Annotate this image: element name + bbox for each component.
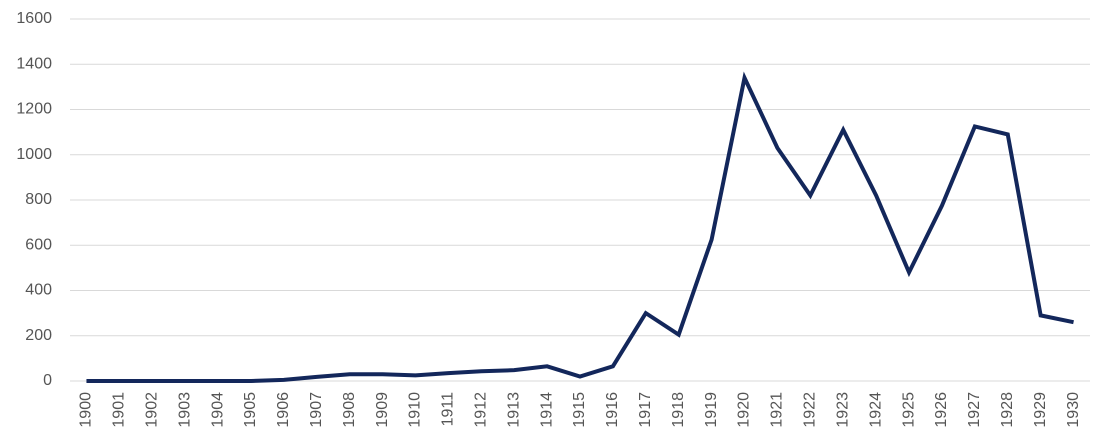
x-tick-label: 1917 [637,392,654,428]
x-tick-label: 1913 [505,392,522,428]
x-tick-label: 1930 [1065,392,1082,428]
y-tick-label: 1400 [16,55,52,72]
x-tick-label: 1925 [900,392,917,428]
y-tick-label: 600 [25,236,52,253]
x-tick-label: 1900 [78,392,95,428]
x-tick-label: 1909 [374,392,391,428]
x-tick-label: 1915 [571,392,588,428]
x-tick-label: 1905 [242,392,259,428]
x-tick-label: 1926 [933,392,950,428]
y-tick-label: 400 [25,282,52,299]
x-tick-label: 1920 [736,392,753,428]
x-tick-label: 1927 [966,392,983,428]
x-tick-label: 1908 [341,392,358,428]
y-tick-label: 1600 [16,10,52,27]
x-tick-label: 1928 [999,392,1016,428]
x-tick-label: 1923 [834,392,851,428]
x-tick-label: 1924 [867,392,884,428]
y-tick-label: 200 [25,327,52,344]
x-tick-label: 1904 [209,392,226,428]
x-tick-label: 1921 [769,392,786,428]
x-tick-label: 1907 [308,392,325,428]
x-tick-label: 1922 [802,392,819,428]
y-tick-label: 800 [25,191,52,208]
x-tick-label: 1929 [1032,392,1049,428]
x-tick-label: 1906 [275,392,292,428]
x-tick-label: 1918 [670,392,687,428]
x-tick-label: 1912 [473,392,490,428]
y-tick-label: 1200 [16,101,52,118]
x-tick-label: 1910 [407,392,424,428]
x-tick-label: 1901 [111,392,128,428]
x-tick-label: 1902 [143,392,160,428]
x-tick-label: 1911 [440,392,457,427]
x-tick-label: 1919 [703,392,720,428]
x-tick-label: 1914 [538,392,555,428]
y-tick-label: 1000 [16,146,52,163]
x-tick-label: 1916 [604,392,621,428]
x-tick-label: 1903 [176,392,193,428]
y-tick-label: 0 [43,372,52,389]
data-line [86,71,1074,383]
